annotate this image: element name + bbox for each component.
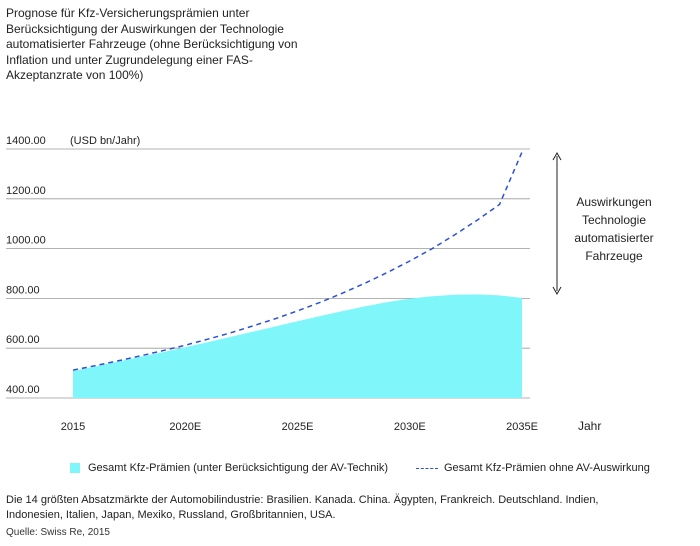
footnote: Die 14 größten Absatzmärkte der Automobi… <box>6 494 599 521</box>
legend-swatch-dashed <box>415 467 438 469</box>
x-tick-label: 2025E <box>282 421 314 433</box>
impact-annotation: Auswirkungen Technologie automatisierter Fa… <box>574 195 653 263</box>
series-area-with-av <box>73 294 522 398</box>
legend-label-area: Gesamt Kfz-Prämien (unter Berücksichtigu… <box>88 462 388 474</box>
y-tick-label: 1200.00 <box>6 185 46 197</box>
legend-label-dashed: Gesamt Kfz-Prämien ohne AV-Auswirkung <box>443 462 650 474</box>
annotation-line: Technologie <box>582 213 646 227</box>
y-axis-ticks: 400.00 600.00 800.00 1000.00 1200.00 1400.00 <box>6 135 46 396</box>
y-tick-label: 1400.00 <box>6 135 46 147</box>
y-tick-label: 400.00 <box>6 384 40 396</box>
x-tick-label: 2030E <box>394 421 426 433</box>
chart-area: 400.00600.00800.001000.001200.001400.00 … <box>6 135 654 433</box>
unit-label: (USD bn/Jahr) <box>70 135 140 147</box>
y-tick-label: 1000.00 <box>6 235 46 247</box>
x-tick-label: 2015 <box>61 421 85 433</box>
series-line-without-av <box>72 151 523 371</box>
annotation-line: automatisierter <box>574 231 653 245</box>
x-tick-label: 2020E <box>169 421 201 433</box>
x-axis-ticks: 2015 2020E 2025E 2030E 2035E <box>61 421 538 433</box>
source-note: Quelle: Swiss Re, 2015 <box>6 527 110 538</box>
annotation-line: Fahrzeuge <box>585 249 643 263</box>
legend-swatch-area <box>70 463 80 473</box>
annotation-line: Auswirkungen <box>576 195 651 209</box>
y-tick-label: 600.00 <box>6 334 40 346</box>
legend: Gesamt Kfz-Prämien (unter Berücksichtigu… <box>70 462 650 474</box>
x-tick-label: 2035E <box>506 421 538 433</box>
y-tick-label: 800.00 <box>6 284 40 296</box>
x-axis-label: Jahr <box>578 419 601 433</box>
chart-title: Prognose für Kfz-Versicherungsprämien un… <box>6 6 298 82</box>
impact-arrow <box>552 151 562 296</box>
